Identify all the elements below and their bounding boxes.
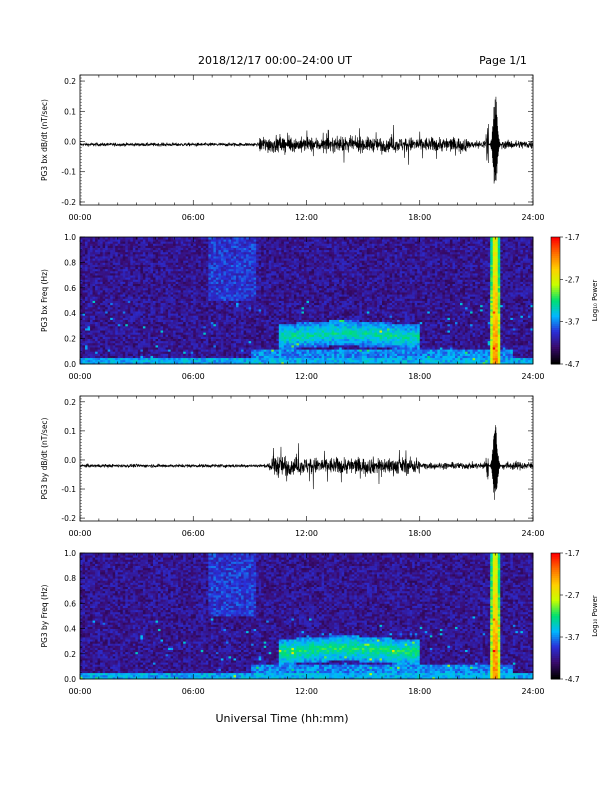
y-axis-label: PG3 bx dB/dt (nT/sec) xyxy=(40,99,49,181)
x-tick-label: 24:00 xyxy=(521,213,544,222)
y-tick-label: -0.2 xyxy=(61,198,76,207)
y-tick-label: 0.2 xyxy=(64,77,76,86)
series-line xyxy=(80,97,533,184)
page-indicator: Page 1/1 xyxy=(479,54,527,67)
x-tick-label: 12:00 xyxy=(295,213,318,222)
x-tick-label: 18:00 xyxy=(408,213,431,222)
panels: 0.2 0.1 0.0 -0.1 -0.2 00:00 06:00 12:00 18:00 24:… xyxy=(40,75,599,696)
date-range-title: 2018/12/17 00:00–24:00 UT xyxy=(198,54,352,67)
x-tick-label: 00:00 xyxy=(68,213,91,222)
x-tick-label: 06:00 xyxy=(182,213,205,222)
y-tick-label: 0.0 xyxy=(64,138,76,147)
panel-1: 0.2 0.1 0.0 -0.1 -0.2 00:00 06:00 12:00 18:00 24:… xyxy=(40,75,545,222)
y-tick-label: -0.1 xyxy=(61,168,76,177)
heatmap-cells xyxy=(80,237,533,364)
panel-2: 1.00.80.60.40.20.0-1.7-2.7-3.7-4.7Log₁₀ … xyxy=(40,233,599,381)
y-tick-label: 0.1 xyxy=(64,107,76,116)
